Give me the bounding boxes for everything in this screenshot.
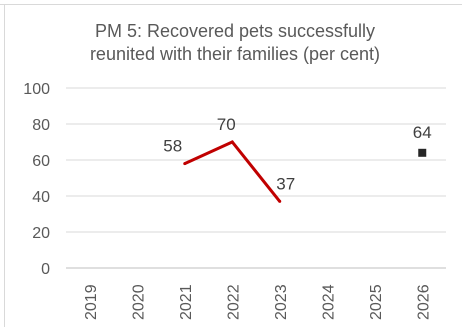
x-tick-label-2020: 2020: [130, 284, 147, 320]
target-marker-2026: [418, 148, 427, 157]
y-tick-label-0: 0: [41, 261, 50, 278]
x-tick-label-2021: 2021: [178, 284, 195, 320]
target-label-2026: 64: [413, 123, 432, 142]
x-tick-label-2019: 2019: [83, 284, 100, 320]
y-tick-label-20: 20: [32, 225, 50, 242]
y-tick-label-100: 100: [23, 81, 50, 98]
x-tick-label-2022: 2022: [225, 284, 242, 320]
chart-title: PM 5: Recovered pets successfully reunit…: [60, 20, 410, 66]
top-border: [0, 4, 462, 5]
data-point-2022: [230, 140, 234, 144]
data-label-2021: 58: [163, 137, 182, 156]
left-border: [4, 4, 5, 327]
y-tick-label-40: 40: [32, 189, 50, 206]
x-tick-label-2024: 2024: [320, 284, 337, 320]
data-point-2021: [183, 162, 187, 166]
chart-title-line-2: reunited with their families (per cent): [89, 44, 381, 64]
x-tick-label-2025: 2025: [368, 284, 385, 320]
x-tick-label-2023: 2023: [273, 284, 290, 320]
y-tick-label-60: 60: [32, 153, 50, 170]
chart-title-line-1: PM 5: Recovered pets successfully: [94, 21, 376, 41]
x-tick-label-2026: 2026: [415, 284, 432, 320]
y-tick-label-80: 80: [32, 117, 50, 134]
data-label-2022: 70: [217, 115, 236, 134]
data-point-2023: [278, 199, 282, 203]
data-label-2023: 37: [276, 174, 295, 193]
series-line-0: [184, 140, 281, 203]
